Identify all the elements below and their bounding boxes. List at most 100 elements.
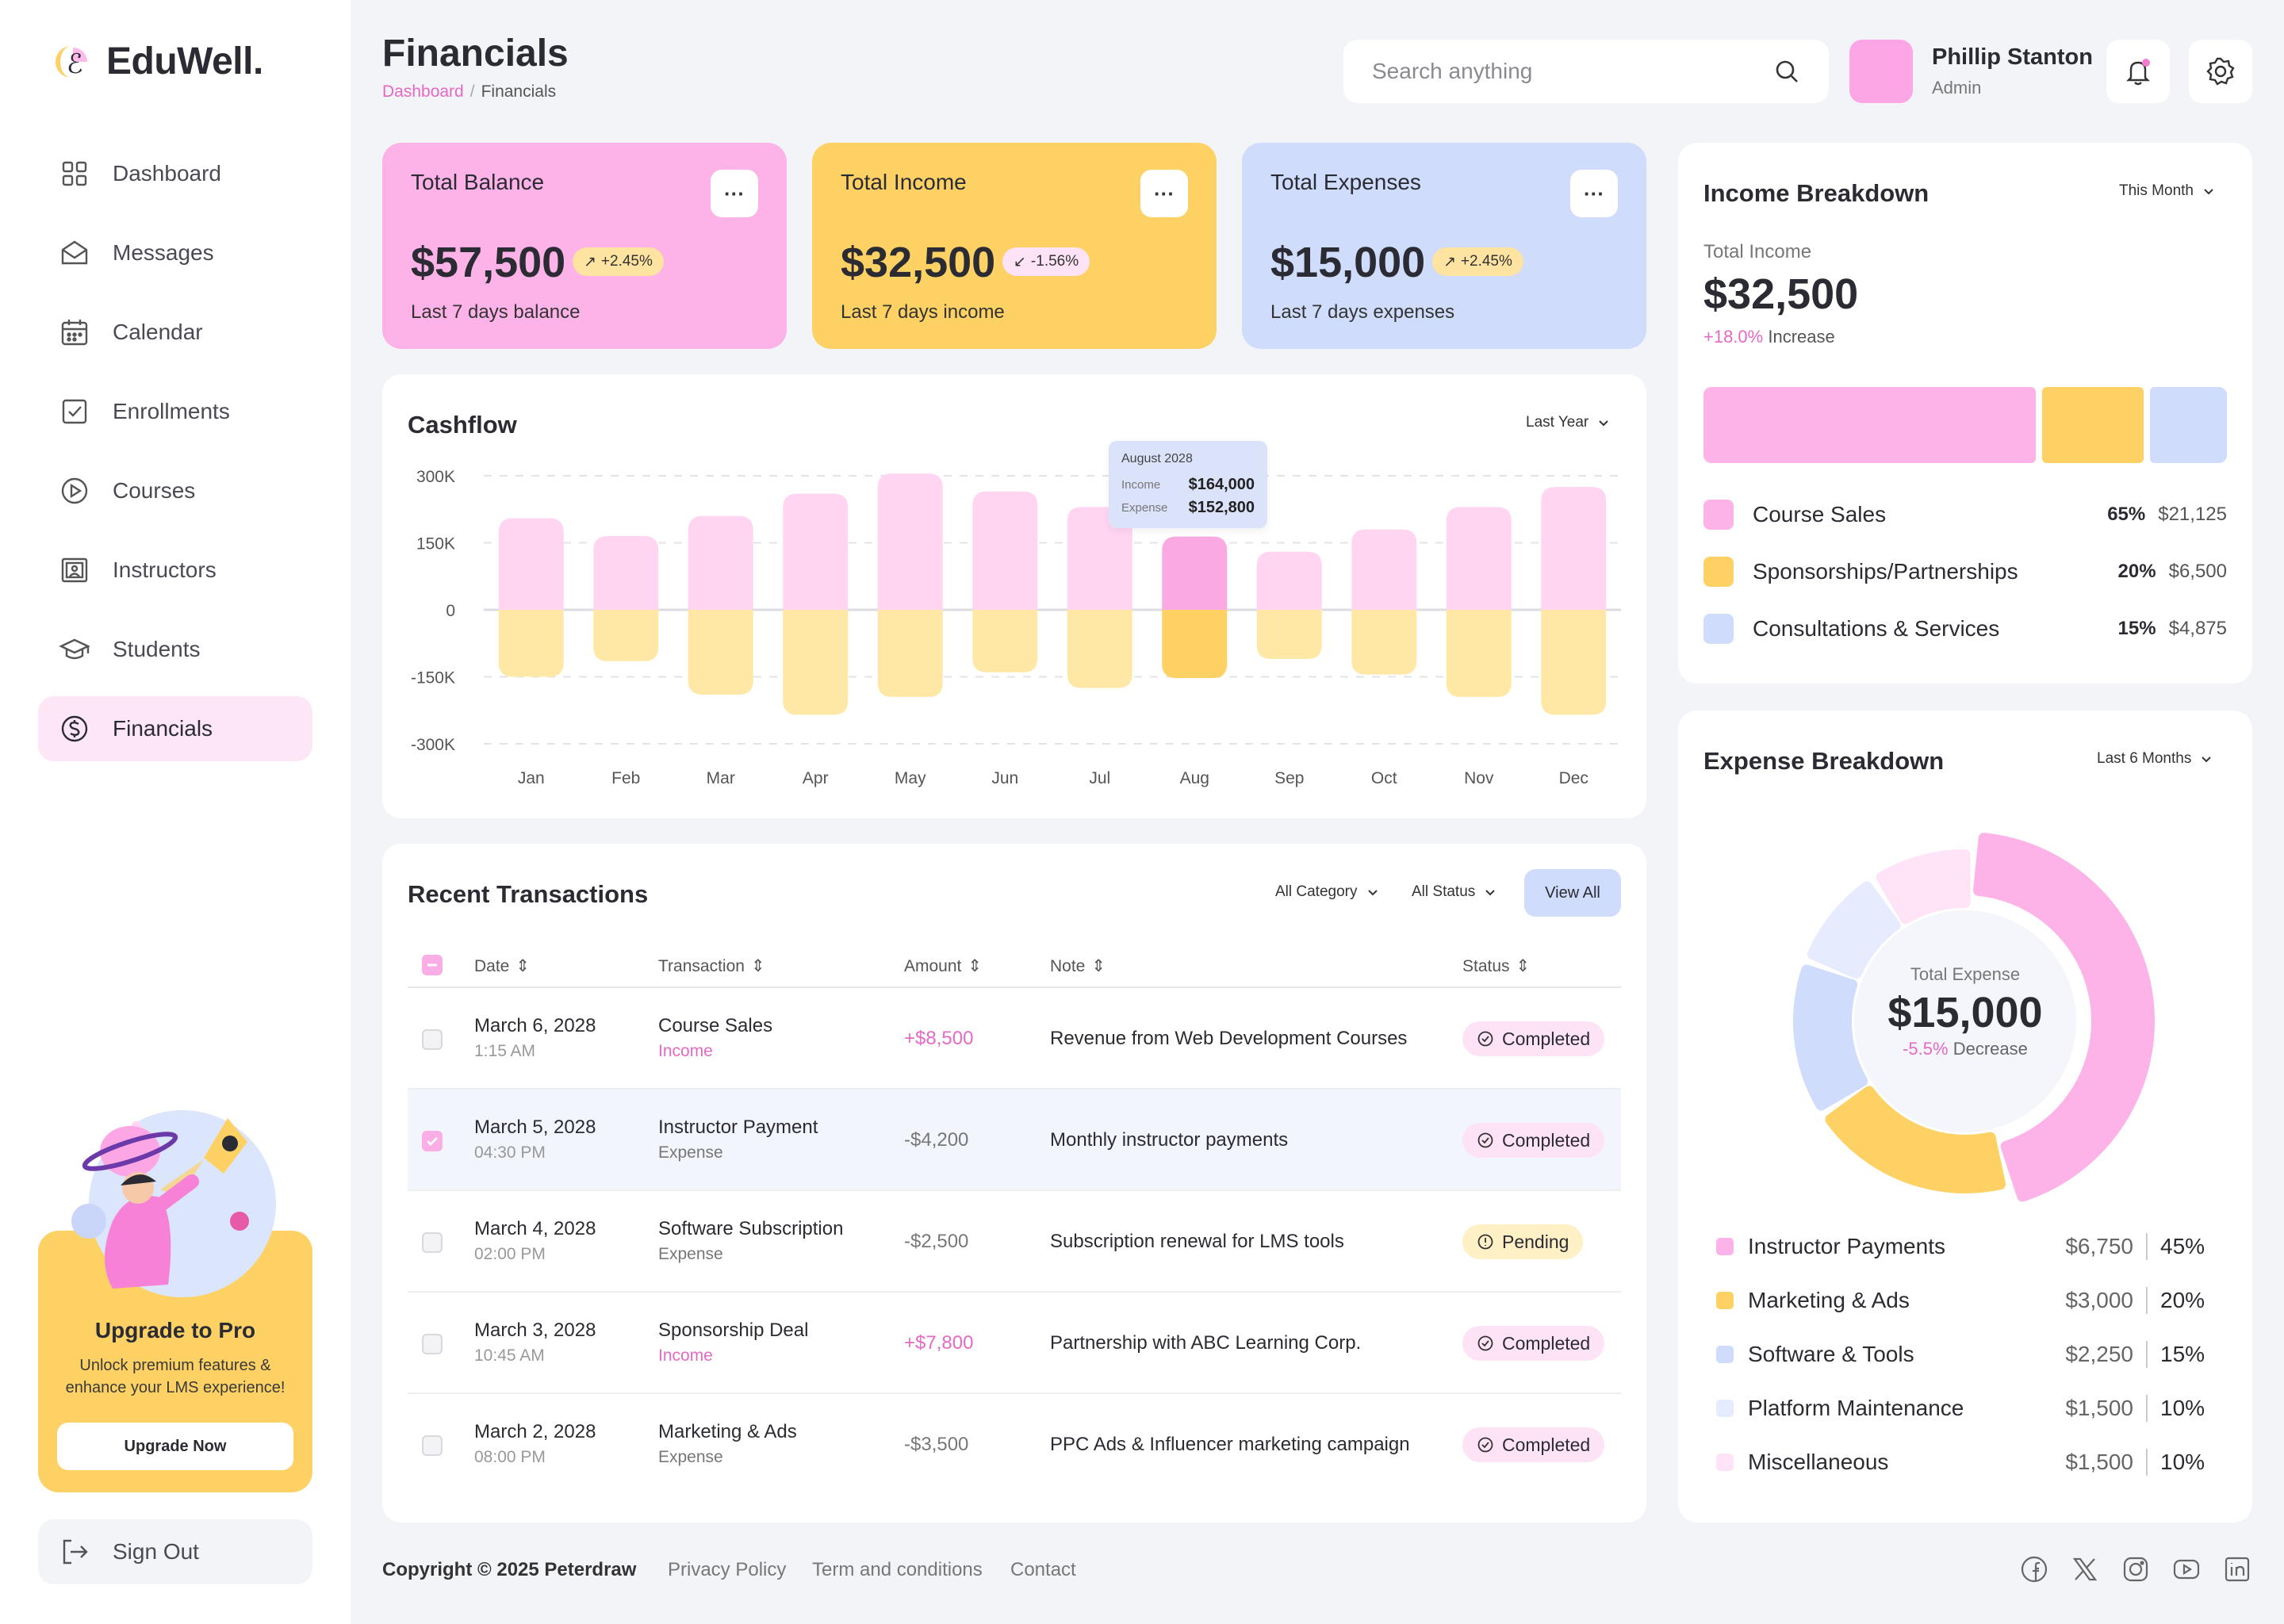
- bar-expense-oct[interactable]: [1351, 610, 1417, 675]
- bar-expense-jan[interactable]: [498, 610, 564, 677]
- income-period-dropdown[interactable]: This Month: [2119, 182, 2216, 200]
- search-icon[interactable]: [1773, 58, 1800, 85]
- check-circle-icon: [1477, 1132, 1493, 1148]
- bar-income-sep[interactable]: [1256, 551, 1322, 610]
- sign-out-button[interactable]: Sign Out: [38, 1519, 312, 1584]
- bar-income-feb[interactable]: [593, 536, 659, 610]
- bar-income-oct[interactable]: [1351, 529, 1417, 610]
- bar-expense-mar[interactable]: [688, 610, 753, 695]
- y-tick-label: 150K: [416, 535, 455, 553]
- nav-item-instructors[interactable]: Instructors: [38, 538, 312, 603]
- row-checkbox[interactable]: [422, 1029, 443, 1050]
- notification-button[interactable]: [2106, 40, 2170, 103]
- expense-period-dropdown[interactable]: Last 6 Months: [2097, 750, 2213, 768]
- table-row[interactable]: March 2, 2028 08:00 PM Marketing & Ads E…: [408, 1394, 1621, 1496]
- bar-expense-dec[interactable]: [1541, 610, 1607, 715]
- footer-link-privacy[interactable]: Privacy Policy: [668, 1559, 787, 1580]
- column-header-amount[interactable]: Amount ⇕: [904, 956, 982, 976]
- bar-expense-nov[interactable]: [1446, 610, 1512, 697]
- stat-subtitle: Last 7 days expenses: [1270, 301, 1455, 323]
- x-tick-label: Mar: [707, 769, 735, 787]
- table-row[interactable]: March 5, 2028 04:30 PM Instructor Paymen…: [408, 1090, 1621, 1191]
- bar-income-jun[interactable]: [972, 491, 1038, 610]
- bar-income-mar[interactable]: [688, 515, 753, 610]
- bar-income-dec[interactable]: [1541, 487, 1607, 610]
- bar-expense-jun[interactable]: [972, 610, 1038, 672]
- donut-segment[interactable]: [1807, 881, 1901, 979]
- status-filter-dropdown[interactable]: All Status: [1412, 883, 1497, 901]
- bar-expense-sep[interactable]: [1256, 610, 1322, 659]
- row-checkbox[interactable]: [422, 1334, 443, 1354]
- nav-item-calendar[interactable]: Calendar: [38, 300, 312, 365]
- bar-income-may[interactable]: [877, 473, 943, 610]
- tooltip-income-value: $164,000: [1188, 476, 1255, 493]
- y-tick-label: 300K: [416, 468, 455, 486]
- nav-item-enrollments[interactable]: Enrollments: [38, 379, 312, 444]
- donut-segment[interactable]: [1972, 833, 2155, 1202]
- bar-expense-apr[interactable]: [783, 610, 849, 715]
- bar-income-jul[interactable]: [1067, 507, 1132, 610]
- column-header-note[interactable]: Note ⇕: [1050, 956, 1106, 976]
- legend-pct: 10%: [2160, 1396, 2205, 1420]
- donut-segment[interactable]: [1793, 964, 1868, 1111]
- expense-change-value: -5.5%: [1903, 1039, 1949, 1059]
- nav-item-dashboard[interactable]: Dashboard: [38, 141, 312, 206]
- x-icon[interactable]: [2070, 1554, 2100, 1584]
- youtube-icon[interactable]: [2171, 1554, 2202, 1584]
- income-share-segment: [2150, 387, 2227, 463]
- cashflow-period-dropdown[interactable]: Last Year: [1526, 414, 1611, 431]
- table-row[interactable]: March 3, 2028 10:45 AM Sponsorship Deal …: [408, 1293, 1621, 1394]
- instagram-icon[interactable]: [2121, 1554, 2151, 1584]
- donut-segment[interactable]: [1876, 849, 1971, 925]
- facebook-icon[interactable]: [2019, 1554, 2049, 1584]
- search-input[interactable]: [1372, 59, 1773, 84]
- table-row[interactable]: March 6, 2028 1:15 AM Course Sales Incom…: [408, 988, 1621, 1090]
- sort-icon: ⇕: [1516, 957, 1531, 975]
- upgrade-now-button[interactable]: Upgrade Now: [57, 1423, 293, 1470]
- nav-item-financials[interactable]: Financials: [38, 696, 312, 761]
- nav-item-messages[interactable]: Messages: [38, 220, 312, 285]
- more-options-button[interactable]: ···: [711, 170, 758, 217]
- bar-expense-aug[interactable]: [1162, 610, 1228, 679]
- column-header-date[interactable]: Date ⇕: [474, 956, 530, 976]
- legend-swatch: [1716, 1454, 1734, 1471]
- trend-badge: ↗ +2.45%: [1432, 247, 1523, 276]
- table-row[interactable]: March 4, 2028 02:00 PM Software Subscrip…: [408, 1191, 1621, 1293]
- bar-expense-feb[interactable]: [593, 610, 659, 661]
- nav-label: Calendar: [113, 320, 203, 344]
- row-checkbox[interactable]: [422, 1232, 443, 1253]
- footer-link-contact[interactable]: Contact: [1010, 1559, 1076, 1580]
- avatar[interactable]: [1849, 40, 1913, 103]
- brand-logo[interactable]: ℰ EduWell.: [56, 40, 263, 83]
- bar-expense-may[interactable]: [877, 610, 943, 697]
- bar-income-jan[interactable]: [498, 518, 564, 610]
- donut-segment[interactable]: [1825, 1086, 2006, 1193]
- legend-label: Miscellaneous: [1748, 1450, 1889, 1474]
- nav-item-courses[interactable]: Courses: [38, 458, 312, 523]
- more-options-button[interactable]: ···: [1570, 170, 1618, 217]
- column-header-transaction[interactable]: Transaction ⇕: [658, 956, 765, 976]
- trend-badge: ↗ +2.45%: [573, 247, 664, 276]
- breadcrumb-link-dashboard[interactable]: Dashboard: [382, 82, 464, 101]
- footer-link-terms[interactable]: Term and conditions: [812, 1559, 983, 1580]
- bar-expense-jul[interactable]: [1067, 610, 1132, 688]
- row-checkbox[interactable]: [422, 1435, 443, 1456]
- income-legend-row: Course Sales 65% $21,125: [1703, 500, 2227, 530]
- column-header-status[interactable]: Status ⇕: [1462, 956, 1530, 976]
- ellipsis-icon: ···: [1584, 181, 1604, 205]
- more-options-button[interactable]: ···: [1140, 170, 1188, 217]
- view-all-button[interactable]: View All: [1524, 869, 1621, 917]
- row-checkbox[interactable]: [422, 1131, 443, 1151]
- x-tick-label: May: [895, 769, 926, 787]
- cashflow-title: Cashflow: [408, 411, 517, 439]
- bar-income-nov[interactable]: [1446, 507, 1512, 610]
- linkedin-icon[interactable]: [2222, 1554, 2252, 1584]
- select-all-checkbox[interactable]: [422, 955, 443, 975]
- settings-button[interactable]: [2189, 40, 2252, 103]
- nav-item-students[interactable]: Students: [38, 617, 312, 682]
- bar-income-apr[interactable]: [783, 493, 849, 610]
- category-filter-dropdown[interactable]: All Category: [1275, 883, 1380, 901]
- legend-amount: $6,500: [2168, 561, 2227, 582]
- breadcrumb: Dashboard / Financials: [382, 82, 556, 102]
- bar-income-aug[interactable]: [1162, 536, 1228, 610]
